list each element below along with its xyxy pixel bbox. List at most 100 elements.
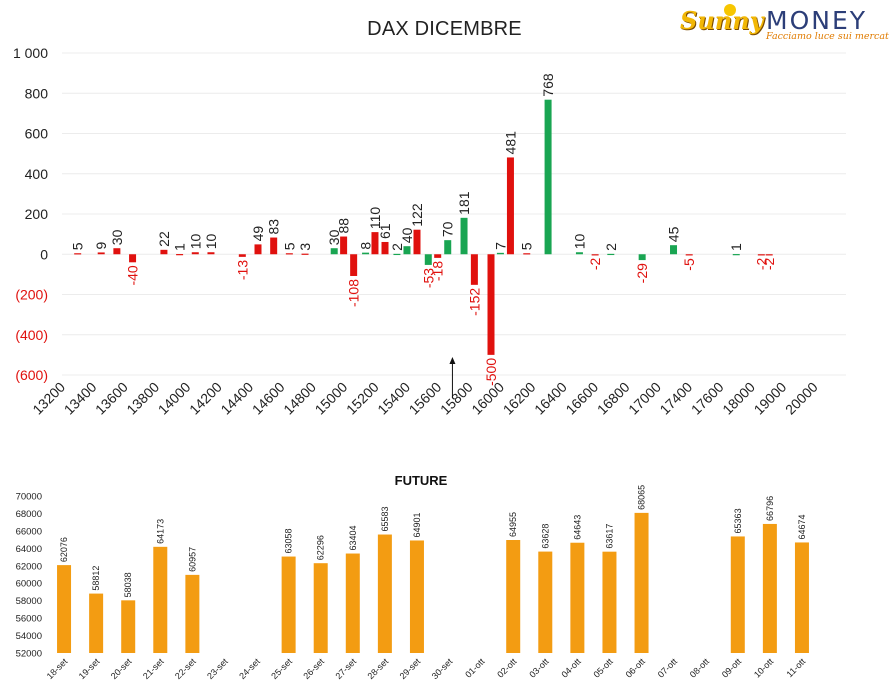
future-data-label: 63404 <box>348 526 358 551</box>
dax-x-tick-label: 15800 <box>437 379 476 418</box>
future-x-tick-label: 23-set <box>205 656 230 681</box>
future-bar <box>313 563 328 653</box>
future-x-tick-label: 27-set <box>333 656 358 681</box>
dax-bar <box>591 254 599 256</box>
sunny-money-logo: Sunny MONEY Facciamo luce sui mercati <box>680 4 889 44</box>
dax-y-tick-label: (400) <box>15 327 48 343</box>
dax-bar <box>638 254 646 261</box>
dax-bar <box>362 252 370 255</box>
future-data-label: 66796 <box>765 496 775 521</box>
dax-bar <box>129 254 137 263</box>
future-bar <box>506 540 521 653</box>
future-y-tick-label: 60000 <box>16 579 42 590</box>
dax-data-label: 10 <box>203 233 219 249</box>
dax-bar <box>340 236 348 255</box>
future-bar <box>377 534 392 653</box>
dax-data-label: -53 <box>420 268 436 288</box>
future-y-axis: 70000 68000 66000 64000 62000 60000 58000 56000… <box>16 492 42 660</box>
dax-data-label: 70 <box>440 221 456 237</box>
dax-x-tick-label: 16600 <box>562 379 601 418</box>
dax-data-label: -500 <box>483 358 499 386</box>
future-data-label: 63628 <box>540 524 550 549</box>
dax-data-label: 5 <box>281 242 297 250</box>
dax-data-label: 30 <box>109 229 125 245</box>
dax-data-label: 7 <box>492 242 508 250</box>
dax-bars <box>74 99 773 355</box>
dax-data-label: 83 <box>266 219 282 235</box>
dax-x-tick-label: 17600 <box>688 379 727 418</box>
dax-data-label: -2 <box>753 257 769 270</box>
future-x-tick-label: 06-ott <box>624 656 648 680</box>
future-x-tick-label: 09-ott <box>720 656 744 680</box>
future-data-label: 58812 <box>91 566 101 591</box>
dax-y-tick-label: 400 <box>25 166 49 182</box>
dax-bar <box>403 246 411 255</box>
future-data-label: 64674 <box>797 514 807 539</box>
future-y-tick-label: 66000 <box>16 526 42 537</box>
dax-bar <box>285 253 293 255</box>
future-x-tick-label: 18-set <box>45 656 70 681</box>
dax-y-tick-label: 1 000 <box>13 45 48 61</box>
dax-x-axis: 1320013400136001380014000142001440014600… <box>29 379 821 418</box>
future-x-tick-label: 04-ott <box>559 656 583 680</box>
dax-bar <box>97 252 105 255</box>
dax-y-tick-label: (600) <box>15 367 48 383</box>
dax-x-tick-label: 14600 <box>249 379 288 418</box>
dax-y-tick-label: 0 <box>40 246 48 262</box>
dax-data-label: 481 <box>502 131 518 155</box>
dax-bar <box>74 253 82 255</box>
dax-x-tick-label: 17400 <box>656 379 695 418</box>
future-data-label: 62076 <box>59 537 69 562</box>
dax-data-label: -2 <box>587 257 603 270</box>
dax-bar <box>238 254 246 257</box>
future-data-label: 63617 <box>604 524 614 549</box>
future-data-label: 65363 <box>733 508 743 533</box>
future-bar <box>89 593 104 653</box>
future-data-label: 64901 <box>412 512 422 537</box>
dax-bar <box>350 254 358 276</box>
future-x-tick-label: 10-ott <box>752 656 776 680</box>
future-data-label: 58038 <box>123 572 133 597</box>
dax-bar <box>113 248 121 255</box>
future-bar <box>185 574 200 653</box>
dax-x-tick-label: 14200 <box>186 379 225 418</box>
logo-tagline: Facciamo luce sui mercati <box>766 31 889 42</box>
dax-data-label: 61 <box>377 223 393 239</box>
dax-bar <box>160 249 168 255</box>
dax-bar <box>330 248 338 255</box>
dax-data-label: -18 <box>430 261 446 281</box>
dax-bar <box>607 253 615 256</box>
future-bar <box>730 536 745 653</box>
future-bar <box>762 523 777 653</box>
future-x-tick-label: 01-ott <box>463 656 487 680</box>
dax-bar <box>470 254 478 285</box>
dax-bar <box>371 232 379 255</box>
dax-x-tick-label: 13400 <box>61 379 100 418</box>
future-bar <box>634 512 649 653</box>
dax-bar <box>176 254 184 256</box>
future-x-axis: 18-set 19-set 20-set 21-set 22-set 23-set 24-s… <box>45 656 808 681</box>
dax-data-label: 1 <box>172 243 188 251</box>
future-x-tick-label: 21-set <box>141 656 166 681</box>
logo-brand-left: Sunny <box>680 6 764 35</box>
dax-bar <box>413 229 421 255</box>
dax-x-tick-label: 14000 <box>155 379 194 418</box>
dax-data-label: 45 <box>666 226 682 242</box>
dax-x-tick-label: 13800 <box>123 379 162 418</box>
future-y-tick-label: 62000 <box>16 561 42 572</box>
dax-bar <box>254 244 262 255</box>
future-data-label: 62296 <box>316 535 326 560</box>
future-chart-title: FUTURE <box>395 473 448 488</box>
future-x-tick-label: 05-ott <box>592 656 616 680</box>
future-bar <box>121 600 136 653</box>
dax-bar <box>270 237 278 255</box>
dax-bar <box>393 253 401 256</box>
future-data-label: 65583 <box>380 506 390 531</box>
dax-data-label: -2 <box>761 257 777 270</box>
dax-x-tick-label: 17000 <box>625 379 664 418</box>
dax-data-label: 10 <box>571 233 587 249</box>
dax-bar <box>544 99 552 255</box>
dax-data-label: 49 <box>250 226 266 242</box>
dax-data-label: -29 <box>634 263 650 283</box>
